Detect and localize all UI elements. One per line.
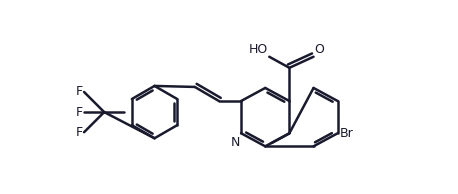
Text: F: F: [76, 126, 83, 139]
Text: N: N: [231, 136, 240, 149]
Text: F: F: [76, 106, 83, 119]
Text: Br: Br: [339, 127, 353, 140]
Text: O: O: [315, 43, 324, 56]
Text: HO: HO: [249, 43, 268, 56]
Text: F: F: [76, 86, 83, 99]
